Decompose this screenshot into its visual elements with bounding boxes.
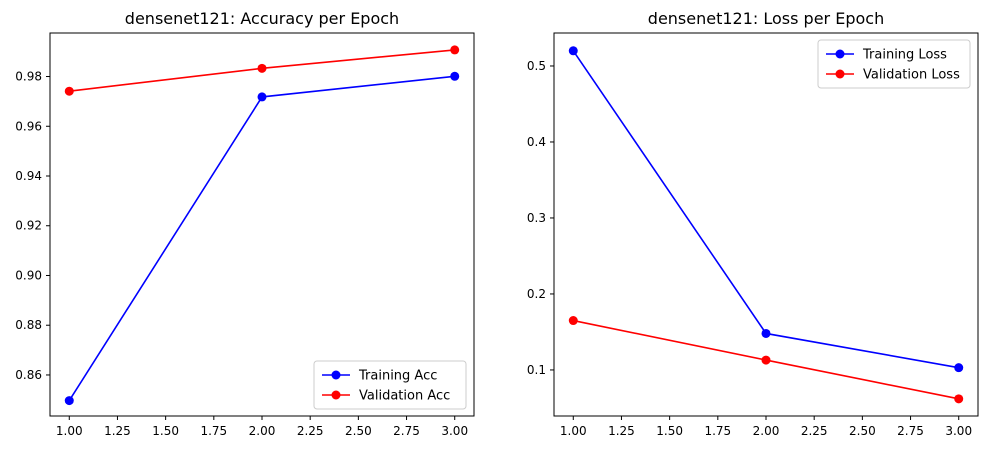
accuracy-x-tick-label: 2.75 bbox=[393, 424, 420, 438]
loss-x-tick-label: 2.50 bbox=[849, 424, 876, 438]
accuracy-x-tick-label: 1.50 bbox=[152, 424, 179, 438]
accuracy-x-tick-label: 2.50 bbox=[345, 424, 372, 438]
loss-point-training-loss bbox=[568, 46, 578, 56]
accuracy-chart-title: densenet121: Accuracy per Epoch bbox=[125, 9, 399, 28]
accuracy-x-tick-label: 1.25 bbox=[104, 424, 131, 438]
accuracy-x-tick-label: 3.00 bbox=[441, 424, 468, 438]
accuracy-y-tick-label: 0.92 bbox=[15, 219, 42, 233]
loss-series-layer bbox=[568, 46, 964, 404]
accuracy-legend-marker bbox=[331, 370, 341, 380]
loss-x-axis: 1.00 1.25 1.50 1.75 2.00 2.25 2.50 2.75 3.00 bbox=[560, 416, 972, 438]
loss-legend-label: Validation Loss bbox=[863, 68, 960, 83]
loss-x-tick-label: 1.50 bbox=[656, 424, 683, 438]
loss-point-training-loss bbox=[761, 328, 771, 338]
loss-point-validation-loss bbox=[954, 394, 964, 404]
accuracy-legend: Training Acc Validation Acc bbox=[313, 360, 467, 410]
accuracy-legend-marker bbox=[331, 390, 341, 400]
accuracy-y-tick-label: 0.96 bbox=[15, 119, 42, 133]
loss-y-tick-label: 0.3 bbox=[527, 211, 546, 225]
accuracy-point-validation-acc bbox=[450, 45, 460, 55]
loss-y-tick-label: 0.2 bbox=[527, 287, 546, 301]
loss-x-tick-label: 2.75 bbox=[897, 424, 924, 438]
accuracy-point-training-acc bbox=[64, 396, 74, 406]
loss-chart-title: densenet121: Loss per Epoch bbox=[648, 9, 884, 28]
accuracy-x-tick-label: 1.75 bbox=[200, 424, 227, 438]
accuracy-legend-label: Training Acc bbox=[358, 369, 437, 384]
accuracy-x-tick-label: 2.00 bbox=[249, 424, 276, 438]
accuracy-series-layer bbox=[64, 45, 460, 406]
accuracy-point-validation-acc bbox=[257, 63, 267, 73]
loss-legend-marker bbox=[835, 49, 845, 59]
accuracy-legend-box bbox=[313, 360, 467, 410]
loss-y-axis: 0.1 0.2 0.3 0.4 0.5 bbox=[527, 59, 554, 377]
accuracy-y-tick-label: 0.86 bbox=[15, 368, 42, 382]
accuracy-y-tick-label: 0.88 bbox=[15, 318, 42, 332]
loss-legend: Training Loss Validation Loss bbox=[817, 39, 971, 89]
accuracy-y-tick-label: 0.94 bbox=[15, 169, 42, 183]
accuracy-y-tick-label: 0.98 bbox=[15, 70, 42, 84]
loss-y-tick-label: 0.1 bbox=[527, 363, 546, 377]
accuracy-point-training-acc bbox=[450, 71, 460, 81]
accuracy-x-tick-label: 1.00 bbox=[56, 424, 83, 438]
accuracy-point-validation-acc bbox=[64, 86, 74, 96]
loss-x-tick-label: 1.25 bbox=[608, 424, 635, 438]
accuracy-y-axis: 0.86 0.88 0.90 0.92 0.94 0.96 0.98 bbox=[15, 70, 50, 382]
loss-x-tick-label: 2.25 bbox=[801, 424, 828, 438]
loss-y-tick-label: 0.5 bbox=[527, 59, 546, 73]
accuracy-x-tick-label: 2.25 bbox=[297, 424, 324, 438]
loss-point-validation-loss bbox=[568, 316, 578, 326]
loss-x-tick-label: 1.00 bbox=[560, 424, 587, 438]
loss-x-tick-label: 3.00 bbox=[945, 424, 972, 438]
loss-legend-marker bbox=[835, 69, 845, 79]
loss-x-tick-label: 2.00 bbox=[753, 424, 780, 438]
accuracy-x-axis: 1.00 1.25 1.50 1.75 2.00 2.25 2.50 2.75 3.00 bbox=[56, 416, 468, 438]
loss-y-tick-label: 0.4 bbox=[527, 135, 546, 149]
accuracy-legend-label: Validation Acc bbox=[359, 389, 450, 404]
loss-x-tick-label: 1.75 bbox=[704, 424, 731, 438]
loss-legend-label: Training Loss bbox=[862, 48, 947, 63]
accuracy-chart: densenet121: Accuracy per Epoch 1.00 1.25… bbox=[15, 9, 475, 438]
loss-chart: densenet121: Loss per Epoch 1.00 1.25 1.50… bbox=[527, 9, 979, 438]
accuracy-point-training-acc bbox=[257, 92, 267, 102]
loss-point-training-loss bbox=[954, 363, 964, 373]
loss-legend-box bbox=[817, 39, 971, 89]
accuracy-y-tick-label: 0.90 bbox=[15, 268, 42, 282]
loss-point-validation-loss bbox=[761, 355, 771, 365]
